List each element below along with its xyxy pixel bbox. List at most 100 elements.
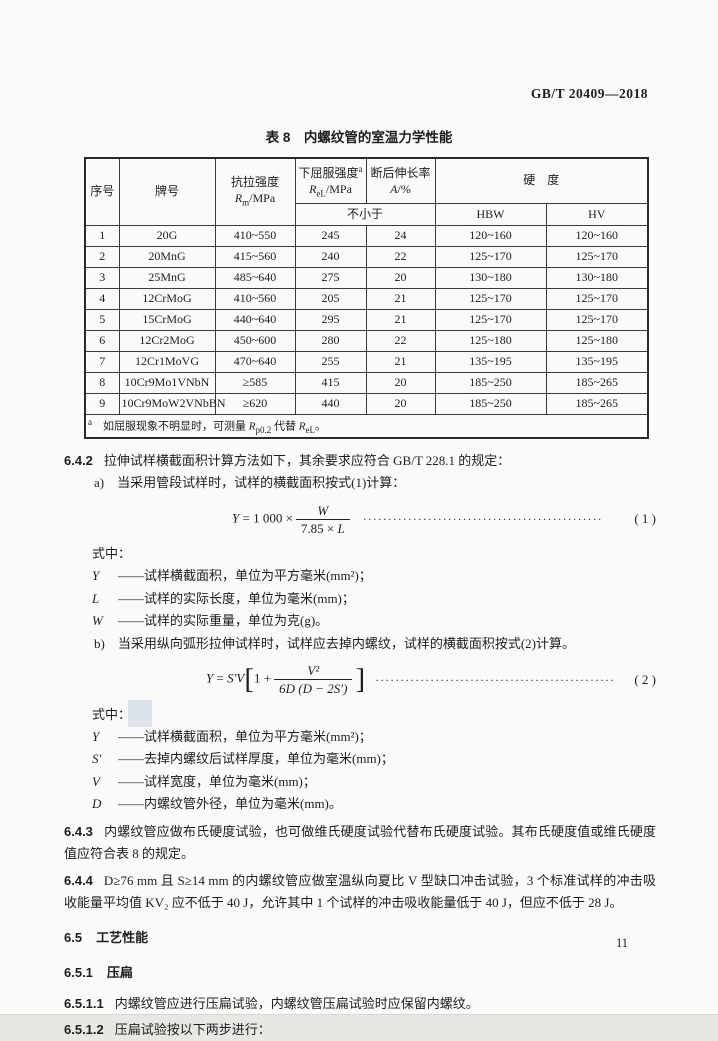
table-cell: 125~170 bbox=[434, 287, 547, 310]
table-row: 4 12CrMoG 410~560 205 21 125~170 125~170 bbox=[84, 287, 649, 310]
item-label: b) bbox=[94, 635, 105, 651]
table-cell: 4 bbox=[84, 287, 120, 310]
dot-leader: ········································… bbox=[362, 512, 603, 527]
table-footnote-row: a 如屈服现象不明显时，可测量 Rp0.2 代替 ReL。 bbox=[84, 413, 649, 439]
where-lead-1: 式中： bbox=[92, 546, 132, 562]
col-header-hbw: HBW bbox=[434, 202, 547, 226]
table-cell: 120~160 bbox=[545, 224, 649, 247]
table-cell: 450~600 bbox=[214, 329, 296, 352]
table-cell: 415 bbox=[294, 371, 367, 394]
table-cell: 125~170 bbox=[545, 308, 649, 331]
definition-W: W ——试样的实际重量，单位为克(g)。 bbox=[92, 613, 329, 629]
table-cell: ≥620 bbox=[214, 392, 296, 415]
col-header-yield: 下屈服强度a ReL/MPa bbox=[294, 157, 367, 204]
yield-name: 下屈服强度a bbox=[298, 163, 363, 180]
table-cell: 20 bbox=[365, 266, 436, 289]
table-cell: 7 bbox=[84, 350, 120, 373]
heading-6-5: 6.5 工艺性能 bbox=[64, 929, 149, 945]
clause-text: 内螺纹管应做布氏硬度试验，也可做维氏硬度试验代替布氏硬度试验。其布氏硬度值或维氏… bbox=[64, 823, 656, 861]
list-item-a: a) 当采用管段试样时，试样的横截面积按式(1)计算： bbox=[94, 472, 656, 494]
table-cell: 24 bbox=[365, 224, 436, 247]
dot-leader: ········································… bbox=[375, 672, 615, 687]
table-cell: 410~560 bbox=[214, 287, 296, 310]
formula-2: Y = S′V[1 + V² 6D (D − 2S′)] ·············… bbox=[64, 660, 656, 700]
table-cell: 185~250 bbox=[434, 371, 547, 394]
table-cell: 470~640 bbox=[214, 350, 296, 373]
table-cell: 21 bbox=[365, 350, 436, 373]
clause-6-5-1-1: 6.5.1.1 内螺纹管应进行压扁试验，内螺纹管压扁试验时应保留内螺纹。 bbox=[64, 993, 656, 1015]
table-cell: 295 bbox=[294, 308, 367, 331]
col-header-tensile: 抗拉强度 Rm/MPa bbox=[214, 157, 296, 226]
table-cell: 125~170 bbox=[545, 287, 649, 310]
table-cell: 125~170 bbox=[545, 245, 649, 268]
table-cell: 10Cr9Mo1VNbN bbox=[118, 371, 216, 394]
table-cell: ≥585 bbox=[214, 371, 296, 394]
table-row: 7 12Cr1MoVG 470~640 255 21 135~195 135~195 bbox=[84, 350, 649, 373]
col-header-grade: 牌号 bbox=[118, 157, 216, 226]
formula-2-number: ( 2 ) bbox=[634, 671, 656, 687]
table-row: 1 20G 410~550 245 24 120~160 120~160 bbox=[84, 224, 649, 247]
elongation-symbol: A/% bbox=[390, 181, 411, 196]
page-number: 11 bbox=[615, 936, 628, 950]
table-cell: 22 bbox=[365, 245, 436, 268]
table-cell: 22 bbox=[365, 329, 436, 352]
definition-L: L ——试样的实际长度，单位为毫米(mm)； bbox=[92, 590, 355, 606]
body-content: 6.4.2 拉伸试样横截面积计算方法如下，其余要求应符合 GB/T 228.1 的… bbox=[64, 450, 656, 1041]
table-cell: 3 bbox=[84, 266, 120, 289]
table-cell: 2 bbox=[84, 245, 120, 268]
table-row: 3 25MnG 485~640 275 20 130~180 130~180 bbox=[84, 266, 649, 289]
clause-text: 拉伸试样横截面积计算方法如下，其余要求应符合 GB/T 228.1 的规定： bbox=[103, 453, 511, 469]
table-cell: 185~250 bbox=[434, 392, 547, 415]
table-cell: 20MnG bbox=[118, 245, 216, 268]
elongation-name: 断后伸长率 bbox=[370, 165, 431, 180]
table-cell: 20 bbox=[365, 371, 436, 394]
table-cell: 275 bbox=[294, 266, 367, 289]
table-cell: 20G bbox=[118, 224, 216, 247]
table-row: 9 10Cr9MoW2VNbBN ≥620 440 20 185~250 185~265 bbox=[84, 392, 649, 415]
table-cell: 125~170 bbox=[434, 245, 547, 268]
clause-6-4-3: 6.4.3 内螺纹管应做布氏硬度试验，也可做维氏硬度试验代替布氏硬度试验。其布氏硬… bbox=[64, 821, 656, 865]
table-header-row-1: 序号 牌号 抗拉强度 Rm/MPa 下屈服强度a ReL/MPa 断后伸长率 A… bbox=[84, 157, 649, 226]
table-cell: 10Cr9MoW2VNbBN bbox=[118, 392, 226, 415]
definition-S-prime: S′ ——去掉内螺纹后试样厚度，单位为毫米(mm)； bbox=[92, 751, 394, 767]
formula-1-expression: Y = 1 000 × W 7.85 × L bbox=[232, 503, 353, 536]
table-row: 6 12Cr2MoG 450~600 280 22 125~180 125~180 bbox=[84, 329, 649, 352]
table-cell: 12Cr1MoVG bbox=[118, 350, 216, 373]
definition-Y-2: Y ——试样横截面积，单位为平方毫米(mm²)； bbox=[92, 728, 372, 744]
fraction-denominator: 7.85 × L bbox=[300, 520, 345, 536]
table-cell: 130~180 bbox=[545, 266, 649, 289]
col-header-not-less-than: 不小于 bbox=[294, 202, 436, 226]
fraction: V² 6D (D − 2S′) bbox=[274, 663, 353, 696]
list-item-b: b) 当采用纵向弧形拉伸试样时，试样应去掉内螺纹，试样的横截面积按式(2)计算。 bbox=[94, 633, 656, 655]
clause-6-4-4: 6.4.4 D≥76 mm 且 S≥14 mm 的内螺纹管应做室温纵向夏比 V 型… bbox=[64, 870, 656, 914]
table-cell: 21 bbox=[365, 308, 436, 331]
col-header-no: 序号 bbox=[84, 157, 120, 226]
clause-6-4-2: 6.4.2 拉伸试样横截面积计算方法如下，其余要求应符合 GB/T 228.1 的… bbox=[64, 450, 656, 472]
standard-code: GB/T 20409—2018 bbox=[530, 86, 648, 101]
item-text: 当采用管段试样时，试样的横截面积按式(1)计算： bbox=[117, 475, 406, 491]
table-title: 表 8 内螺纹管的室温力学性能 bbox=[265, 130, 453, 145]
item-text: 当采用纵向弧形拉伸试样时，试样应去掉内螺纹，试样的横截面积按式(2)计算。 bbox=[117, 635, 576, 651]
definition-V: V ——试样宽度，单位为毫米(mm)； bbox=[92, 773, 316, 789]
table-cell: 20 bbox=[365, 392, 436, 415]
clause-6-5-1-2: 6.5.1.2 压扁试验按以下两步进行： bbox=[64, 1019, 656, 1041]
table-cell: 440 bbox=[294, 392, 367, 415]
table-cell: 15CrMoG bbox=[118, 308, 216, 331]
table-cell: 130~180 bbox=[434, 266, 547, 289]
tensile-symbol: Rm/MPa bbox=[234, 190, 276, 207]
table-cell: 25MnG bbox=[118, 266, 216, 289]
table-footnote: a 如屈服现象不明显时，可测量 Rp0.2 代替 ReL。 bbox=[84, 413, 649, 439]
table-cell: 135~195 bbox=[545, 350, 649, 373]
table-cell: 21 bbox=[365, 287, 436, 310]
table-cell: 6 bbox=[84, 329, 120, 352]
formula-1-number: ( 1 ) bbox=[634, 511, 656, 527]
clause-number: 6.5.1.2 bbox=[64, 1021, 104, 1037]
table-cell: 440~640 bbox=[214, 308, 296, 331]
formula-1: Y = 1 000 × W 7.85 × L ···················… bbox=[64, 499, 656, 539]
table-cell: 125~180 bbox=[434, 329, 547, 352]
clause-number: 6.4.3 bbox=[64, 823, 93, 839]
table-cell: 205 bbox=[294, 287, 367, 310]
col-header-hv: HV bbox=[545, 202, 649, 226]
table-cell: 5 bbox=[84, 308, 120, 331]
